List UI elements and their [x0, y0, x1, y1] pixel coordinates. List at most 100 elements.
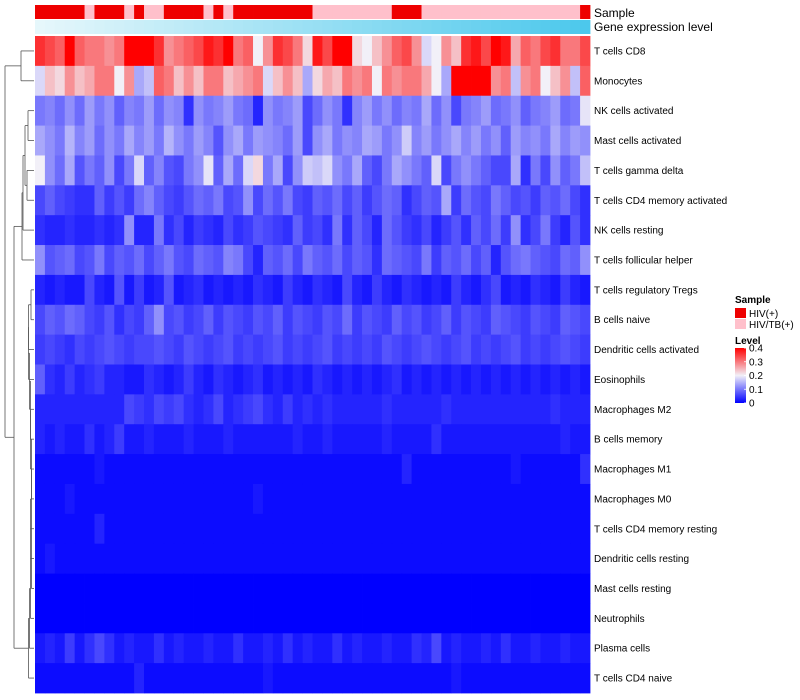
heatmap-cell	[421, 573, 432, 604]
heatmap-cell	[530, 125, 541, 156]
heatmap-cell	[272, 483, 284, 515]
gene-expression-annotation-cell	[272, 20, 284, 34]
heatmap-cell	[262, 245, 274, 276]
heatmap-cell	[282, 394, 294, 425]
heatmap-cell	[431, 603, 442, 634]
heatmap-cell	[580, 483, 591, 515]
heatmap-cell	[550, 215, 561, 246]
heatmap-cell	[54, 274, 66, 306]
heatmap-cell	[233, 424, 244, 455]
heatmap-cell	[64, 125, 76, 156]
heatmap-cell	[530, 364, 541, 395]
heatmap-cell	[153, 454, 165, 485]
heatmap-cell	[233, 185, 244, 216]
heatmap-cell	[441, 364, 452, 395]
heatmap-cell	[451, 663, 462, 694]
heatmap-cell	[173, 334, 185, 365]
heatmap-cell	[282, 633, 294, 664]
sample-annotation-cell	[520, 5, 531, 19]
heatmap-cell	[203, 245, 214, 276]
heatmap-cell	[173, 185, 185, 216]
heatmap-cell	[342, 215, 353, 246]
gene-expression-annotation-label: Gene expression level	[594, 20, 713, 34]
heatmap-cell	[550, 394, 561, 425]
heatmap-cell	[223, 364, 234, 395]
heatmap-cell	[401, 185, 413, 216]
heatmap-cell	[223, 155, 234, 186]
heatmap-cell	[441, 185, 452, 216]
heatmap-cell	[580, 394, 591, 425]
heatmap-cell	[292, 454, 303, 485]
sample-annotation-cell	[411, 5, 422, 19]
row-label: Dendritic cells activated	[594, 345, 699, 356]
heatmap-cell	[44, 364, 56, 395]
sample-annotation-cell	[104, 5, 115, 19]
heatmap-cell	[401, 36, 413, 67]
heatmap-cell	[371, 334, 383, 365]
heatmap-cell	[262, 454, 274, 485]
heatmap-cell	[54, 155, 66, 186]
heatmap-cell	[461, 603, 472, 634]
heatmap-cell	[471, 454, 482, 485]
heatmap-cell	[322, 36, 333, 67]
gene-expression-annotation-cell	[371, 20, 383, 34]
legend-swatch-hiv-tb	[735, 319, 746, 329]
heatmap-cell	[520, 543, 531, 574]
heatmap-cell	[431, 215, 442, 246]
heatmap-cell	[500, 573, 512, 604]
heatmap-cell	[302, 454, 313, 485]
heatmap-cell	[362, 334, 373, 365]
heatmap-cell	[124, 483, 135, 515]
gene-expression-annotation-cell	[441, 20, 452, 34]
heatmap-cell	[282, 185, 294, 216]
heatmap-cell	[153, 483, 165, 515]
row-label: B cells naive	[594, 315, 651, 326]
heatmap-cell	[461, 364, 472, 395]
heatmap-cell	[74, 36, 85, 67]
heatmap-cell	[94, 65, 105, 97]
heatmap-cell	[362, 65, 373, 97]
heatmap-cell	[64, 304, 76, 336]
heatmap-cell	[342, 245, 353, 276]
heatmap-cell	[153, 274, 165, 306]
heatmap-cell	[570, 215, 581, 246]
heatmap-cell	[401, 424, 413, 455]
heatmap-cell	[441, 245, 452, 276]
heatmap-cell	[153, 513, 165, 545]
heatmap-cell	[35, 215, 46, 246]
heatmap-cell	[153, 95, 165, 126]
heatmap-cell	[371, 394, 383, 425]
heatmap-cell	[421, 215, 432, 246]
heatmap-cell	[153, 36, 165, 67]
heatmap-cell	[114, 125, 125, 156]
heatmap-cell	[580, 603, 591, 634]
heatmap-cell	[183, 334, 194, 365]
heatmap-cell	[401, 334, 413, 365]
heatmap-cell	[243, 543, 254, 574]
heatmap-cell	[114, 274, 125, 306]
heatmap-cell	[411, 663, 422, 694]
heatmap-cell	[342, 185, 353, 216]
sample-annotation-cell	[560, 5, 571, 19]
heatmap-cell	[114, 483, 125, 515]
heatmap-cell	[431, 483, 442, 515]
heatmap-cell	[262, 394, 274, 425]
heatmap-cell	[332, 394, 343, 425]
sample-legend-title: Sample	[735, 295, 771, 306]
heatmap-cell	[401, 513, 413, 545]
heatmap-cell	[203, 633, 214, 664]
heatmap-cell	[144, 304, 155, 336]
heatmap-cell	[312, 95, 323, 126]
heatmap-cell	[44, 633, 56, 664]
heatmap-cell	[54, 245, 66, 276]
heatmap-cell	[124, 424, 135, 455]
heatmap-cell	[262, 36, 274, 67]
heatmap-cell	[153, 394, 165, 425]
heatmap-cell	[153, 543, 165, 574]
heatmap-cell	[451, 603, 462, 634]
level-legend-title: Level	[735, 336, 761, 347]
heatmap-cell	[124, 663, 135, 694]
heatmap-cell	[114, 185, 125, 216]
heatmap-cell	[35, 573, 46, 604]
heatmap-cell	[461, 185, 472, 216]
